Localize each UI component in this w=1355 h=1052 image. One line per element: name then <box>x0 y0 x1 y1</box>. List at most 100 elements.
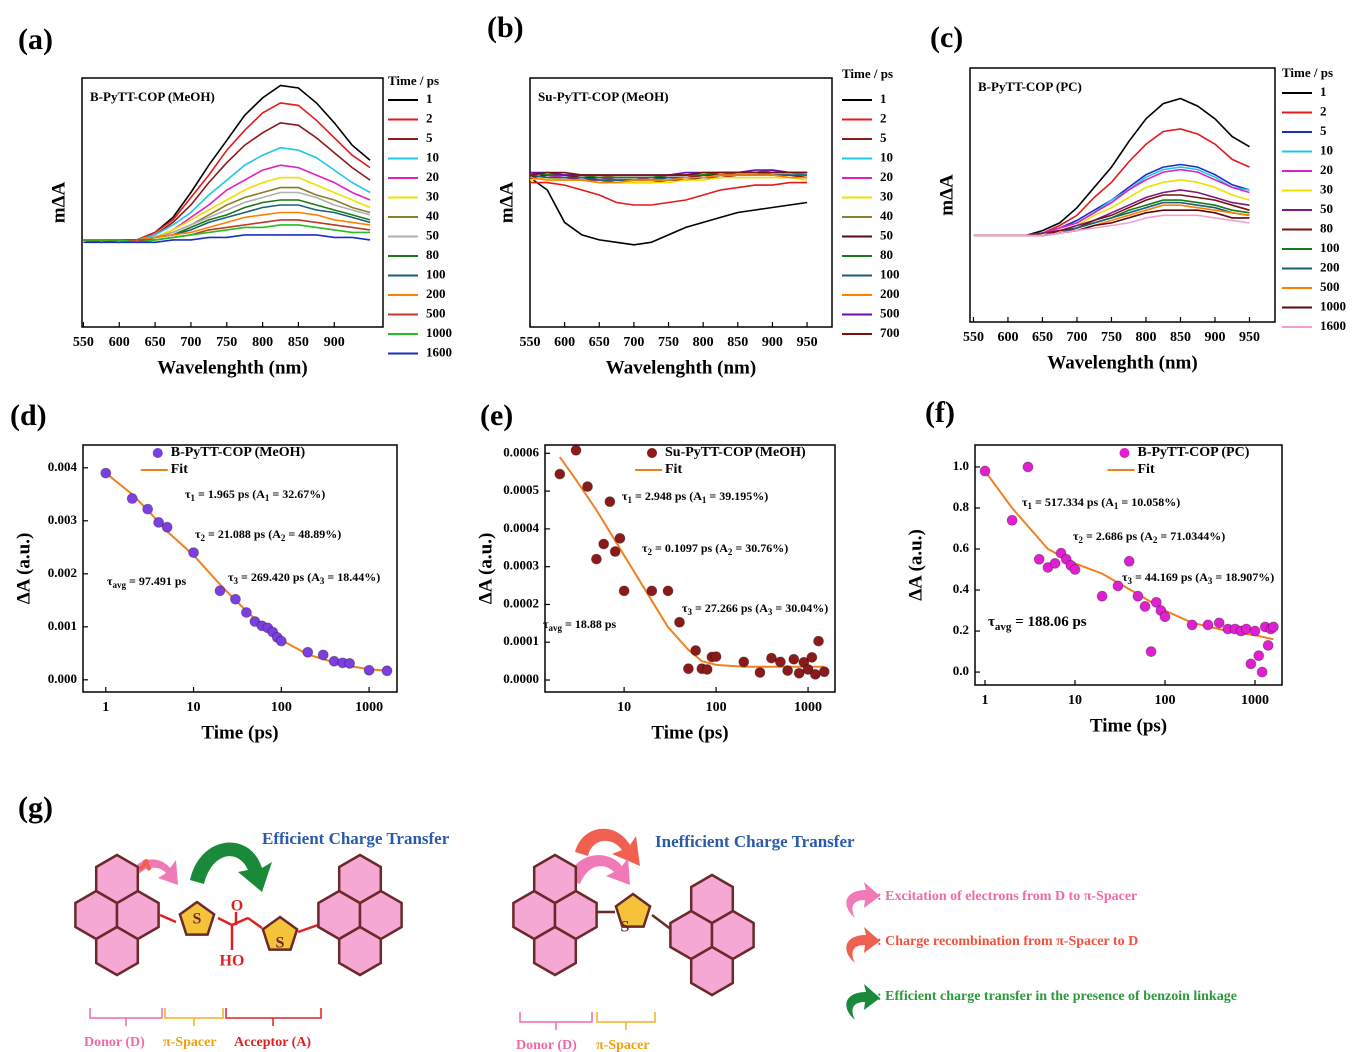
annotation-subscript: 3 <box>1128 576 1133 586</box>
x-tick-label: 100 <box>1155 693 1176 708</box>
ring <box>337 925 383 977</box>
x-tick-label: 550 <box>520 335 541 350</box>
data-point <box>302 646 314 658</box>
panel-label: (a) <box>18 23 53 56</box>
x-tick-label: 850 <box>1170 330 1191 345</box>
legend-label: 200 <box>426 286 446 301</box>
x-tick-label: 100 <box>271 700 292 715</box>
data-point <box>609 546 621 557</box>
x-tick-label: 1 <box>102 700 109 715</box>
annotation-text: = 1.965 ps (A <box>195 487 265 501</box>
data-point <box>1240 623 1252 635</box>
y-axis-title: ΔA (a.u.) <box>475 533 496 605</box>
x-tick-label: 10 <box>617 700 631 715</box>
data-point <box>275 635 287 647</box>
data-point <box>1123 555 1135 567</box>
plot-frame <box>529 77 833 328</box>
x-tick-label: 850 <box>288 335 309 350</box>
data-point <box>806 651 818 663</box>
annotation: τ1 = 1.965 ps (A1 = 32.67%) <box>185 487 325 503</box>
annotation-subscript: avg <box>549 623 563 633</box>
annotation-subscript: 1 <box>1028 501 1033 511</box>
legend-label: 1000 <box>1320 298 1346 313</box>
legend-label: 500 <box>880 305 900 320</box>
annotation: τ2 = 21.088 ps (A2 = 48.89%) <box>195 527 341 543</box>
data-point <box>1159 611 1171 623</box>
x-tick-label: 950 <box>1239 330 1260 345</box>
x-tick-label: 600 <box>109 335 130 350</box>
caption: Efficient Charge Transfer <box>262 829 450 848</box>
spectrum-line <box>973 178 1250 237</box>
diagram: (g) Efficient Charge Transfer Inefficien… <box>18 791 1237 1052</box>
bracket <box>596 1012 656 1030</box>
legend-marker <box>152 448 163 458</box>
legend-label: Fit <box>665 462 682 477</box>
data-point <box>1006 514 1018 526</box>
data-point <box>591 553 602 565</box>
data-point <box>979 465 991 477</box>
legend-label: 1600 <box>1320 318 1346 333</box>
data-point <box>1132 590 1144 602</box>
y-tick-label: 0.001 <box>48 618 77 633</box>
legend-label: 500 <box>1320 279 1340 294</box>
ring <box>532 925 578 977</box>
plot-frame <box>81 77 384 328</box>
x-axis-title: Wavelenghth (nm) <box>157 357 307 378</box>
annotation-text: τ <box>543 617 549 631</box>
spectrum-line <box>83 219 371 244</box>
annotation-subscript: 2 <box>281 533 286 543</box>
x-tick-label: 550 <box>73 335 94 350</box>
x-tick-label: 750 <box>216 335 237 350</box>
x-tick-label: 950 <box>797 335 818 350</box>
annotation-text: = 71.0344%) <box>1157 529 1225 543</box>
legend-label: 20 <box>426 169 439 184</box>
y-axis-title: mΔA <box>48 181 69 223</box>
x-tick-label: 900 <box>324 335 345 350</box>
data-point <box>1213 617 1225 629</box>
thiophene <box>178 900 216 936</box>
x-axis-title: Wavelenghth (nm) <box>606 357 756 378</box>
y-tick-label: 1.0 <box>953 458 969 473</box>
annotation-text: = 18.44%) <box>324 570 380 584</box>
annotation-text: τ <box>185 487 191 501</box>
data-point <box>604 496 616 508</box>
x-tick-label: 600 <box>997 330 1018 345</box>
annotation-text: = 10.058%) <box>1118 495 1180 509</box>
annotation-text: τ <box>1122 570 1128 584</box>
panel-label: (b) <box>487 11 524 44</box>
data-point <box>344 657 356 669</box>
y-tick-label: 0.0001 <box>503 633 539 648</box>
legend-title: Time / ps <box>388 73 439 88</box>
plot-frame <box>82 444 398 693</box>
plot-frame <box>974 444 1283 686</box>
annotation: τ3 = 269.420 ps (A3 = 18.44%) <box>228 570 380 586</box>
annotation-subscript: 1 <box>1114 501 1119 511</box>
bond <box>159 912 319 950</box>
annotation-text: = 21.088 ps (A <box>205 527 281 541</box>
data-point <box>618 585 630 597</box>
annotation-subscript: avg <box>995 621 1012 633</box>
data-point <box>1096 590 1108 602</box>
legend-label: 80 <box>426 247 439 262</box>
key-text: : Excitation of electrons from D to π-Sp… <box>877 889 1137 904</box>
legend-label: 5 <box>426 130 433 145</box>
data-point <box>1022 461 1034 473</box>
y-tick-label: 0.0006 <box>503 444 539 459</box>
annotation-subscript: 3 <box>234 576 239 586</box>
y-tick-label: 0.6 <box>953 540 970 555</box>
annotation-text: = 188.06 ps <box>1011 614 1086 630</box>
chart-title: B-PyTT-COP (PC) <box>978 79 1082 94</box>
legend-label: 30 <box>426 188 439 203</box>
legend-marker <box>647 448 657 458</box>
spectrum-line <box>529 174 808 184</box>
y-axis-title: mΔA <box>496 181 517 223</box>
ring <box>94 925 140 977</box>
bracket <box>519 1012 593 1030</box>
arrow <box>128 859 178 885</box>
x-axis-title: Wavelenghth (nm) <box>1047 352 1197 373</box>
ring <box>337 853 383 905</box>
data-point <box>1112 580 1124 592</box>
legend-label: 100 <box>426 266 446 281</box>
spectrum-line <box>529 171 808 176</box>
annotation-subscript: 3 <box>1208 576 1213 586</box>
